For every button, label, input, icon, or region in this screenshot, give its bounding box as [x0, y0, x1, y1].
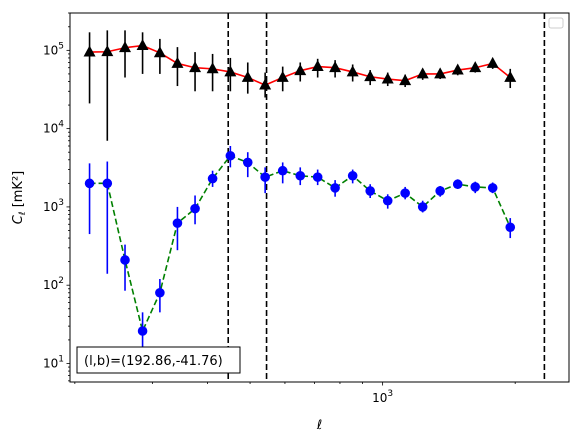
- series-0-point: [276, 70, 289, 82]
- annotation-text: (l,b)=(192.86,-41.76): [84, 354, 223, 369]
- series-1-point: [84, 178, 95, 189]
- series-0-point: [119, 41, 132, 53]
- series-0-point: [434, 67, 447, 79]
- series-1-point: [172, 218, 183, 228]
- plot-content: [83, 13, 546, 382]
- series-1-point: [382, 195, 393, 206]
- y-tick-label: 104: [43, 120, 64, 136]
- series-0-point: [224, 65, 237, 77]
- plot-frame: [69, 12, 570, 383]
- y-tick-label: 102: [43, 276, 64, 292]
- series-1-point: [260, 172, 270, 182]
- legend-box: [548, 17, 564, 29]
- legend: [548, 17, 564, 29]
- series-1-point: [330, 183, 340, 193]
- series-0-point: [206, 62, 219, 74]
- series-0-point: [83, 45, 96, 57]
- series-0-point: [294, 64, 307, 76]
- series-1-point: [295, 170, 306, 181]
- series-0-point: [136, 38, 149, 50]
- series-0-point: [329, 61, 342, 73]
- plot-area: [83, 13, 546, 382]
- series-0-point: [504, 70, 517, 82]
- axes: 101 102 103 104 105 103 ℓ Cℓ [mK²]: [11, 12, 570, 433]
- series-1-point: [155, 287, 165, 298]
- series-1-point: [347, 170, 358, 181]
- x-tick-label: 103: [372, 389, 393, 405]
- series-1-point: [470, 182, 481, 192]
- series-0-point: [381, 72, 394, 84]
- series-0-point: [153, 46, 166, 58]
- series-0-point: [171, 56, 184, 68]
- series-1-point: [417, 202, 428, 212]
- series-1-point: [277, 165, 288, 176]
- series-1-point: [120, 255, 130, 265]
- series-0-point: [399, 74, 412, 86]
- series-1-point: [365, 186, 375, 196]
- y-tick-label: 101: [43, 354, 64, 370]
- series-1-point: [242, 157, 253, 168]
- series-1-point: [190, 203, 200, 214]
- series-1-point: [312, 172, 323, 182]
- y-tick-label: 105: [43, 41, 64, 57]
- y-axis-label: Cℓ [mK²]: [11, 171, 28, 224]
- series-1-point: [400, 188, 410, 198]
- series-1-point: [505, 222, 516, 233]
- annotation-box: (l,b)=(192.86,-41.76): [76, 346, 241, 374]
- series-0-point: [259, 78, 272, 90]
- series-1-point: [137, 326, 148, 336]
- x-axis-label: ℓ: [316, 418, 322, 433]
- series-0-point: [189, 61, 202, 73]
- y-tick-label: 103: [43, 198, 64, 214]
- series-1-point: [207, 173, 218, 184]
- series-0-point: [469, 61, 482, 73]
- series-1-point: [452, 179, 463, 190]
- series-1-point: [102, 178, 113, 189]
- series-0-point: [101, 45, 114, 57]
- series-0-point: [364, 70, 377, 82]
- series-0-point: [451, 63, 464, 75]
- series-0-point: [486, 56, 499, 68]
- series-0-point: [346, 65, 359, 77]
- series-0-point: [241, 70, 254, 82]
- series-1-point: [225, 150, 236, 161]
- series-1-point: [487, 183, 498, 193]
- series-0-point: [311, 60, 324, 72]
- series-0-point: [416, 67, 429, 79]
- series-1-point: [435, 186, 445, 196]
- annotation-frame: [76, 346, 241, 374]
